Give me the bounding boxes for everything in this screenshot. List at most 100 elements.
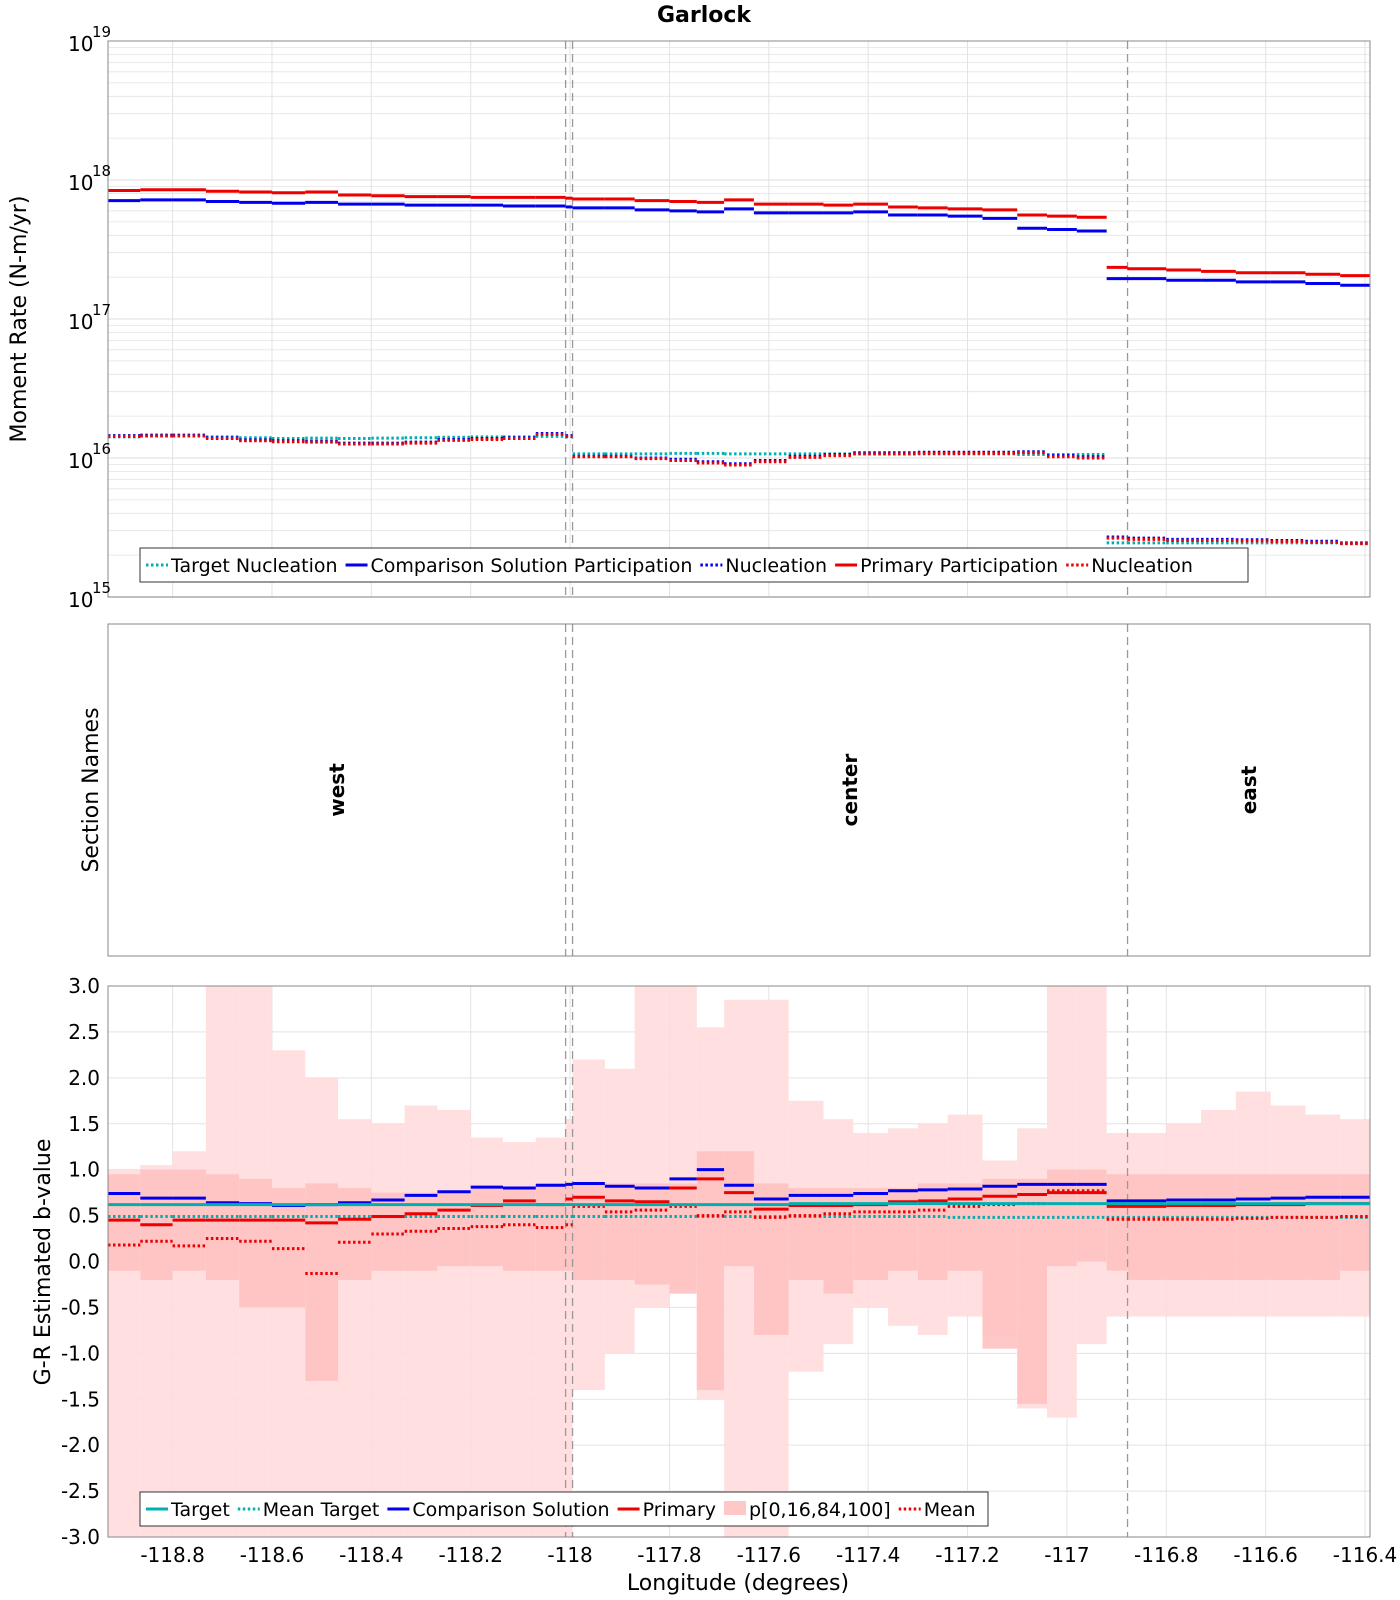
b-value-band-outer (565, 1119, 573, 1537)
b-value-band-inner (1340, 1174, 1370, 1271)
moment-rate-legend: Target Nucleation Comparison Solution Par… (139, 547, 1249, 583)
section-names-frame (107, 623, 1371, 957)
b-value-series (108, 1168, 1370, 1275)
b-value-y-tick-label: 2.0 (68, 1066, 100, 1090)
moment-rate-legend-label: Nucleation (725, 555, 827, 577)
b-value-band-inner (205, 1174, 240, 1280)
section-names-labels: west center east (325, 754, 1261, 827)
b-value-band-inner (1201, 1174, 1236, 1280)
b-value-y-tick-label: 0.5 (68, 1204, 100, 1228)
section-names-y-label: Section Names (79, 707, 104, 872)
b-value-band-inner (1270, 1174, 1306, 1280)
b-value-percentile-bands (108, 986, 1370, 1537)
x-tick-label: -117.8 (637, 1543, 701, 1567)
section-names-boundaries (564, 624, 1129, 956)
b-value-legend: Target Mean Target Comparison Solution Prim… (139, 1491, 989, 1527)
x-tick-label: -118.8 (140, 1543, 204, 1567)
b-value-legend-label: Primary (643, 1499, 716, 1521)
b-value-y-tick-label: 2.5 (68, 1020, 100, 1044)
moment-rate-legend-label: Nucleation (1091, 555, 1193, 577)
b-value-legend-label: Target (170, 1499, 230, 1521)
b-value-band-outer (1076, 986, 1107, 1345)
b-value-band-outer (338, 1119, 372, 1537)
b-value-y-tick-label: -2.0 (61, 1433, 100, 1457)
x-tick-label: -116.6 (1233, 1543, 1297, 1567)
moment-rate-y-tick-exponent: 15 (92, 579, 111, 597)
b-value-band-inner (108, 1174, 141, 1271)
b-value-band-inner (982, 1178, 1018, 1349)
b-value-y-tick-label: -1.0 (61, 1341, 100, 1365)
b-value-band-inner (1106, 1174, 1128, 1271)
section-label-center: center (838, 754, 862, 827)
b-value-y-tick-label: 3.0 (68, 974, 100, 998)
moment-rate-frame (107, 40, 1371, 598)
b-value-band-inner (1017, 1178, 1048, 1404)
moment-rate-legend-label: Target Nucleation (170, 555, 338, 577)
moment-rate-legend-box (139, 547, 1249, 583)
moment-rate-y-tick-base: 10 (68, 171, 93, 195)
b-value-band-inner (1305, 1174, 1341, 1280)
b-value-band-inner (305, 1183, 339, 1381)
x-tick-label: -117.6 (737, 1543, 801, 1567)
b-value-band-inner (604, 1183, 635, 1280)
b-value-band-outer (404, 1105, 438, 1537)
b-value-band-inner (724, 1151, 754, 1267)
b-value-section-boundaries (564, 986, 1129, 1537)
moment-rate-series (108, 188, 1370, 546)
moment-rate-y-tick-exponent: 19 (92, 23, 111, 41)
b-value-legend-label: p[0,16,84,100] (749, 1499, 891, 1521)
section-names-panel: west center east Section Names (79, 623, 1371, 957)
b-value-legend-swatch (724, 1501, 746, 1515)
b-value-band-inner (535, 1183, 566, 1271)
moment-rate-legend-label: Primary Participation (860, 555, 1058, 577)
b-value-y-tick-label: -3.0 (61, 1525, 100, 1549)
b-value-band-inner (634, 1183, 670, 1285)
b-value-band-inner (1235, 1174, 1271, 1280)
b-value-y-label: G-R Estimated b-value (31, 1139, 56, 1386)
x-tick-label: -116.8 (1134, 1543, 1198, 1567)
b-value-band-inner (947, 1183, 983, 1271)
b-value-band-inner (239, 1178, 272, 1308)
section-label-east: east (1237, 765, 1261, 814)
b-value-band-inner (853, 1188, 889, 1280)
moment-rate-y-tick-base: 10 (68, 449, 93, 473)
b-value-band-inner (669, 1183, 697, 1294)
x-tick-label: -117.2 (935, 1543, 999, 1567)
x-axis-ticks: -118.8 -118.6 -118.4 -118.2 -118 -117.8 -117.6… (140, 1543, 1397, 1567)
section-names-plot-area (108, 624, 1370, 956)
moment-rate-y-tick-exponent: 17 (92, 301, 111, 319)
b-value-legend-label: Comparison Solution (412, 1499, 609, 1521)
b-value-y-ticks: 3.0 2.5 2.0 1.5 1.0 0.5 0.0 -0.5 -1.0 -1.5 -2.0 -2.… (61, 974, 100, 1549)
moment-rate-y-tick-exponent: 18 (92, 162, 111, 180)
x-tick-label: -118.4 (339, 1543, 403, 1567)
b-value-frame (107, 985, 1371, 1538)
moment-rate-y-tick-exponent: 16 (92, 440, 111, 458)
b-value-band-inner (696, 1151, 725, 1391)
moment-rate-y-tick-base: 10 (68, 588, 93, 612)
x-tick-label: -118.2 (438, 1543, 502, 1567)
x-tick-label: -117 (1044, 1543, 1089, 1567)
b-value-band-outer (371, 1123, 405, 1537)
b-value-y-tick-label: 1.0 (68, 1158, 100, 1182)
moment-rate-legend-label: Comparison Solution Participation (371, 555, 693, 577)
b-value-y-tick-label: 1.5 (68, 1112, 100, 1136)
b-value-legend-box (139, 1491, 989, 1527)
b-value-y-tick-label: -1.5 (61, 1387, 100, 1411)
b-value-y-tick-label: -2.5 (61, 1479, 100, 1503)
moment-rate-section-boundaries (564, 41, 1129, 597)
b-value-band-inner (753, 1183, 789, 1335)
x-tick-label: -116.4 (1333, 1543, 1397, 1567)
x-tick-label: -118 (547, 1543, 592, 1567)
b-value-y-tick-label: -0.5 (61, 1295, 100, 1319)
b-value-band-inner (572, 1183, 605, 1280)
b-value-band-inner (1166, 1174, 1202, 1280)
b-value-band-inner (1127, 1174, 1167, 1280)
moment-rate-grid (108, 41, 1370, 598)
b-value-legend-label: Mean (924, 1499, 976, 1521)
x-tick-label: -118.6 (240, 1543, 304, 1567)
moment-rate-y-tick-base: 10 (68, 310, 93, 334)
b-value-band-inner (565, 1183, 573, 1271)
